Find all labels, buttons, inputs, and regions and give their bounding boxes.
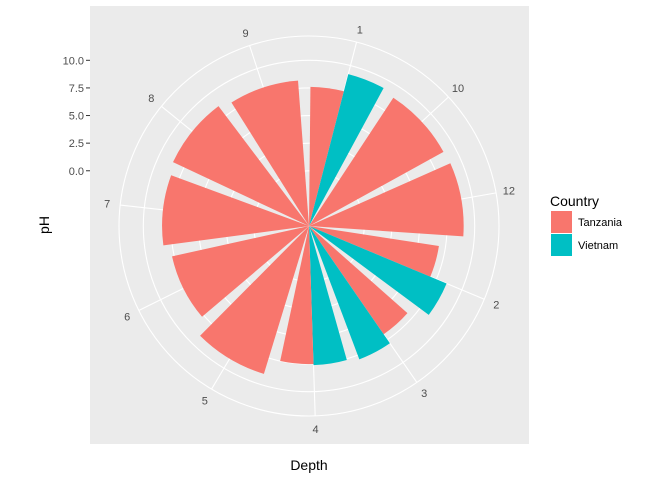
bar-tanzania-10 (309, 97, 444, 226)
angle-tick-label: 5 (202, 395, 208, 407)
angle-tick-label: 8 (148, 93, 154, 105)
bar-vietnam-1 (309, 74, 384, 226)
angle-tick-label: 9 (242, 28, 248, 40)
bar-tanzania-4 (280, 226, 314, 365)
bar-vietnam-2 (309, 226, 447, 315)
legend-title: Country (550, 193, 599, 209)
angle-tick-label: 10 (452, 83, 464, 95)
bar-tanzania-8 (172, 106, 309, 226)
bar-tanzania-3 (309, 226, 408, 335)
x-axis-title: Depth (290, 457, 327, 473)
bar-tanzania-9 (231, 80, 309, 226)
angle-tick-label: 6 (124, 311, 130, 323)
legend-key-tanzania (551, 211, 572, 233)
y-tick-label: 0.0 (69, 166, 84, 178)
bar-tanzania-6 (172, 226, 309, 317)
angle-tick-labels: 1 10 12 2 3 4 5 6 7 8 9 (104, 24, 515, 435)
y-axis-title: pH (36, 216, 52, 234)
bar-tanzania-2 (309, 226, 439, 277)
angle-tick-label: 1 (357, 24, 363, 36)
bar-vietnam-4 (309, 226, 347, 366)
legend-label-vietnam: Vietnam (578, 240, 618, 252)
y-tick-label: 5.0 (69, 111, 84, 123)
angle-tick-label: 4 (313, 424, 319, 436)
y-tick-label: 7.5 (69, 83, 84, 95)
y-tick-label: 10.0 (63, 55, 84, 67)
grid-circle-outer (118, 35, 500, 417)
legend-key-vietnam (551, 234, 572, 256)
grid-circle (142, 59, 476, 393)
bar-tanzania-7 (162, 175, 309, 246)
bar-tanzania-12 (309, 163, 464, 237)
y-tick-label: 2.5 (69, 138, 84, 150)
legend: Country Tanzania Vietnam (550, 193, 623, 256)
angle-tick-label: 12 (503, 186, 515, 198)
angle-tick-label: 7 (104, 199, 110, 211)
y-axis: 0.0 2.5 5.0 7.5 10.0 (63, 55, 90, 178)
angle-tick-label: 2 (493, 299, 499, 311)
bar-vietnam-3 (309, 226, 390, 360)
bar-tanzania-1 (309, 86, 344, 227)
bars (162, 74, 464, 374)
bar-tanzania-5 (200, 226, 309, 374)
angle-tick-label: 3 (421, 388, 427, 400)
legend-label-tanzania: Tanzania (578, 217, 623, 229)
